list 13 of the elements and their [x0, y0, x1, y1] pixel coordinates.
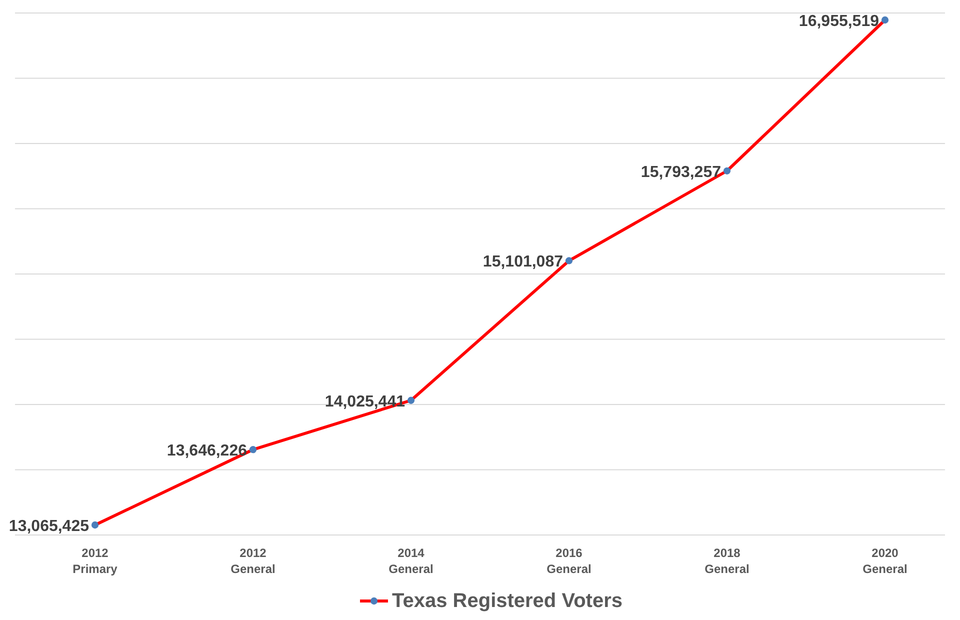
data-label: 16,955,519 [798, 13, 880, 30]
x-tick-label: 2014 General [388, 546, 434, 576]
data-label: 13,065,425 [8, 518, 90, 535]
x-tick-label: 2016 General [546, 546, 592, 576]
x-tick-label: 2012 General [230, 546, 276, 576]
x-tick-label: 2018 General [704, 546, 750, 576]
data-label: 13,646,226 [166, 442, 248, 460]
x-tick-label: 2012 Primary [72, 546, 118, 576]
data-label: 14,025,441 [324, 393, 406, 410]
data-label: 15,101,087 [482, 254, 564, 271]
x-tick-label: 2020 General [862, 546, 908, 576]
legend-label: Texas Registered Voters [392, 590, 622, 612]
data-label: 15,793,257 [640, 164, 722, 181]
